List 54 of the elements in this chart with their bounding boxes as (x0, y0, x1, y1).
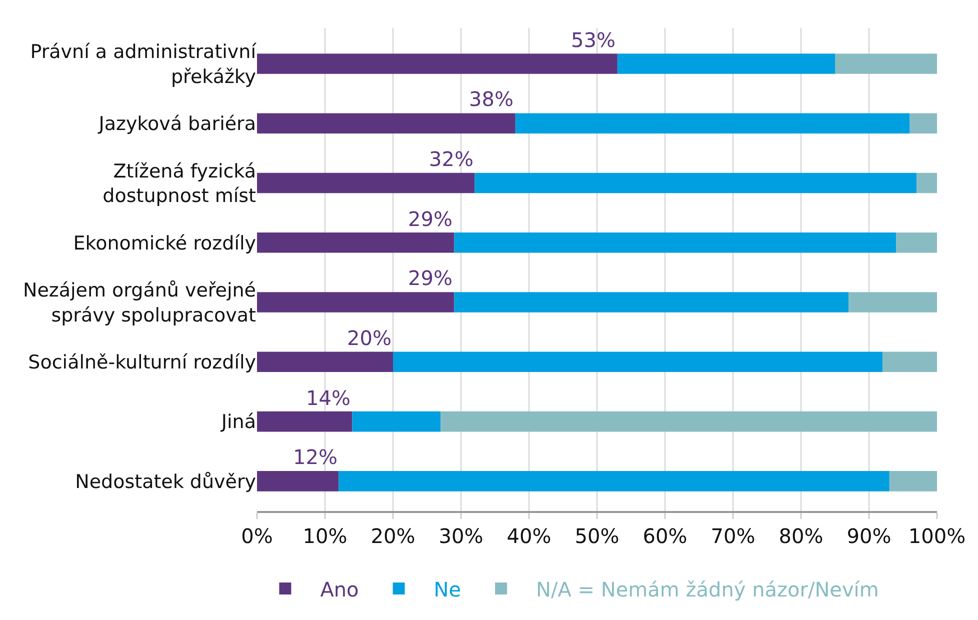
bar (896, 232, 937, 253)
x-tick-label: 60% (642, 524, 688, 548)
bar (257, 411, 352, 432)
bar (617, 54, 835, 74)
bar (882, 352, 937, 372)
bar (257, 292, 454, 312)
bar (910, 113, 937, 134)
x-tick-label: 80% (778, 524, 824, 548)
bar (257, 172, 475, 194)
y-tick-label: Jiná (220, 411, 256, 434)
legend-label: Ne (434, 577, 462, 602)
x-tick-label: 90% (846, 524, 892, 548)
data-label: 53% (571, 28, 616, 52)
legend-label: N/A = Nemám žádný názor/Nevím (536, 577, 879, 602)
x-tick-label: 30% (438, 524, 484, 548)
x-tick-label: 40% (506, 524, 552, 548)
bar (454, 232, 896, 253)
bar (454, 292, 849, 312)
y-tick-label: Nezájem orgánů veřejné správy spolupracovat (23, 280, 256, 326)
x-tick-label: 100% (908, 524, 966, 548)
bar (474, 172, 917, 194)
bar (440, 411, 937, 432)
data-label: 38% (469, 87, 514, 111)
data-label: 14% (306, 386, 350, 410)
x-tick-label: 50% (574, 524, 620, 548)
bar (515, 113, 910, 134)
data-label: 29% (408, 207, 452, 231)
bar (257, 352, 393, 372)
bar (257, 113, 516, 134)
bar (257, 54, 618, 74)
bar (257, 471, 339, 492)
x-tick-label: 0% (241, 524, 273, 548)
y-tick-label: Právní a administrativní překážky (30, 41, 257, 88)
bar (352, 411, 441, 432)
y-tick-label: Ekonomické rozdíly (73, 232, 256, 254)
x-tick-label: 70% (710, 524, 756, 548)
data-label: 32% (429, 147, 474, 171)
x-tick-label: 20% (370, 524, 416, 548)
bar (257, 232, 454, 253)
bar (848, 292, 937, 312)
bar (889, 471, 937, 492)
bar (393, 352, 883, 372)
y-tick-label: Ztížená fyzická dostupnost míst (102, 160, 256, 208)
data-label: 29% (408, 266, 452, 290)
y-tick-label: Sociálně-kulturní rozdíly (28, 352, 256, 374)
y-tick-label: Jazyková bariéra (98, 113, 256, 136)
data-label: 20% (347, 326, 392, 350)
data-label: 12% (293, 445, 338, 469)
bar (916, 172, 937, 194)
bar (338, 471, 890, 492)
bar (835, 54, 937, 74)
x-tick-label: 10% (302, 524, 348, 548)
legend-label: Ano (320, 577, 359, 602)
y-tick-label: Nedostatek důvěry (75, 470, 256, 493)
